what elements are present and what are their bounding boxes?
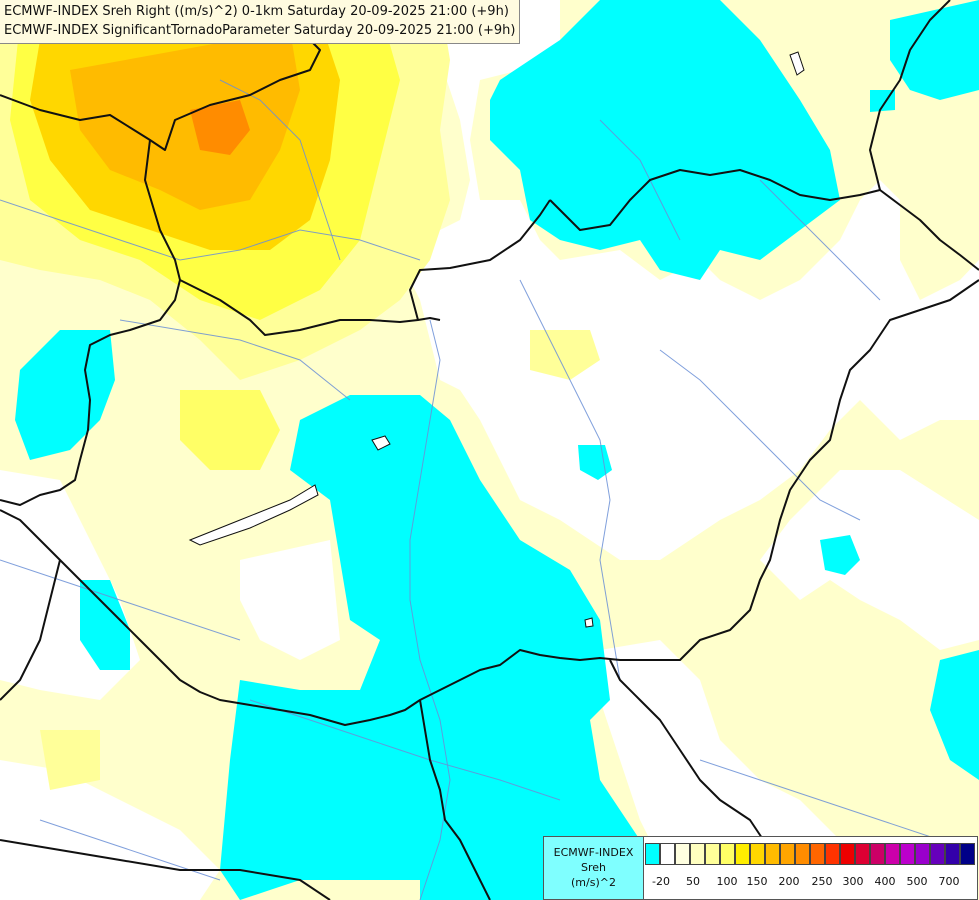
legend-swatch bbox=[765, 843, 780, 865]
legend-swatch bbox=[795, 843, 810, 865]
yellow-blob-center bbox=[530, 330, 600, 380]
legend-unit: (m/s)^2 bbox=[571, 876, 616, 889]
legend-swatch bbox=[660, 843, 675, 865]
legend-swatch bbox=[840, 843, 855, 865]
legend-tick-label: 250 bbox=[811, 875, 833, 888]
legend-swatch bbox=[735, 843, 750, 865]
legend-swatch bbox=[720, 843, 735, 865]
yellow-zone-south bbox=[180, 390, 280, 470]
rivers bbox=[0, 79, 941, 900]
lake-balaton bbox=[188, 484, 319, 546]
legend-swatch bbox=[810, 843, 825, 865]
map-title-line-2: ECMWF-INDEX SignificantTornadoParameter … bbox=[4, 23, 516, 38]
cyan-area-northeast bbox=[890, 0, 979, 100]
cyan-blob-east bbox=[820, 535, 860, 575]
legend-swatch bbox=[930, 843, 945, 865]
legend-swatch bbox=[915, 843, 930, 865]
legend-swatch bbox=[690, 843, 705, 865]
cyan-area-east-edge bbox=[930, 650, 979, 780]
cyan-area-central bbox=[220, 395, 700, 900]
legend-swatch bbox=[645, 843, 660, 865]
white-area-southwest bbox=[240, 540, 340, 660]
legend-parameter: Sreh bbox=[580, 861, 606, 874]
legend-tick-label: 150 bbox=[746, 875, 768, 888]
cyan-area-west-south bbox=[80, 580, 130, 670]
legend-model: ECMWF-INDEX bbox=[553, 846, 634, 859]
legend-swatch bbox=[750, 843, 765, 865]
cyan-blob-center bbox=[578, 445, 612, 480]
white-area-bottom bbox=[0, 760, 220, 900]
legend-swatch bbox=[960, 843, 975, 865]
cyan-area-west bbox=[15, 330, 115, 460]
lake-small-south bbox=[584, 617, 594, 628]
legend-swatch bbox=[825, 843, 840, 865]
legend-tick-label: 700 bbox=[938, 875, 960, 888]
white-area-southeast bbox=[600, 640, 840, 900]
map-title-line-1: ECMWF-INDEX Sreh Right ((m/s)^2) 0-1km S… bbox=[4, 4, 509, 19]
legend-swatch bbox=[780, 843, 795, 865]
legend-swatch bbox=[885, 843, 900, 865]
legend-header: ECMWF-INDEX Sreh (m/s)^2 bbox=[544, 837, 644, 899]
map-title-box: ECMWF-INDEX Sreh Right ((m/s)^2) 0-1km S… bbox=[0, 0, 521, 44]
legend-tick-label: 50 bbox=[686, 875, 700, 888]
lake-northeast bbox=[789, 51, 805, 76]
orange-zone bbox=[70, 30, 300, 210]
legend-tick-label: 200 bbox=[778, 875, 800, 888]
lake-small-center bbox=[371, 435, 391, 451]
color-legend: ECMWF-INDEX Sreh (m/s)^2 -20 50 100 150 200 2… bbox=[543, 836, 978, 900]
legend-tick-label: 300 bbox=[842, 875, 864, 888]
dark-orange-zone bbox=[190, 100, 250, 155]
legend-tick-label: -20 bbox=[652, 875, 670, 888]
legend-tick-label: 500 bbox=[906, 875, 928, 888]
white-area-east bbox=[760, 470, 979, 650]
legend-swatch bbox=[675, 843, 690, 865]
legend-swatch bbox=[900, 843, 915, 865]
cyan-area-north bbox=[490, 0, 840, 280]
legend-swatch bbox=[855, 843, 870, 865]
yellow-blob-south bbox=[40, 730, 100, 790]
legend-tick-label: 400 bbox=[874, 875, 896, 888]
legend-tick-label: 100 bbox=[716, 875, 738, 888]
legend-swatch bbox=[870, 843, 885, 865]
legend-swatch bbox=[705, 843, 720, 865]
legend-swatch bbox=[945, 843, 960, 865]
